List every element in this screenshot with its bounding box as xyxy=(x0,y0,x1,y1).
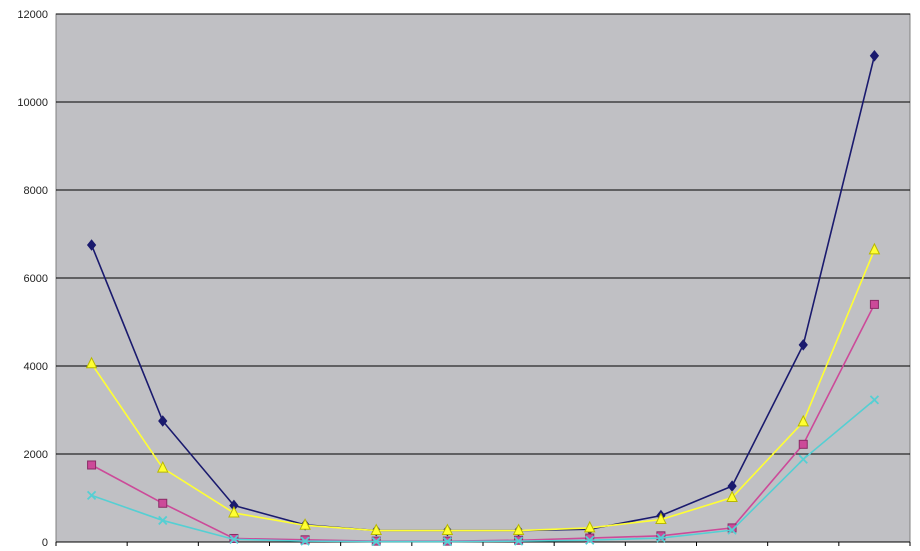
series-2-point xyxy=(300,535,310,545)
series-line-3 xyxy=(90,249,876,532)
series-3-point xyxy=(655,512,667,525)
series-2-point xyxy=(656,531,666,541)
series-4-point xyxy=(513,536,524,546)
series-1-point xyxy=(798,339,808,351)
series-3-point xyxy=(797,414,810,427)
y-tick-label: 8000 xyxy=(24,185,48,197)
series-1-point xyxy=(869,49,880,62)
series-2-point xyxy=(87,460,97,470)
series-4-point xyxy=(727,525,737,535)
series-3-point xyxy=(583,520,596,533)
series-3-point xyxy=(512,523,525,536)
series-2-point xyxy=(158,498,168,508)
series-4-point xyxy=(158,515,168,526)
series-1-point xyxy=(158,415,168,427)
series-4-point xyxy=(656,533,666,543)
y-tick-label: 2000 xyxy=(24,449,48,461)
series-3-point xyxy=(299,518,311,530)
series-3-point xyxy=(726,490,738,503)
y-tick-label: 12000 xyxy=(17,9,48,21)
series-3-point xyxy=(868,242,881,255)
series-4-point xyxy=(585,535,595,545)
y-tick-label: 6000 xyxy=(24,273,48,285)
series-3-point xyxy=(156,460,169,473)
series-4-point xyxy=(300,536,310,546)
series-4-point xyxy=(86,490,97,500)
series-2-point xyxy=(798,439,808,449)
series-3-point xyxy=(441,523,454,536)
series-2-point xyxy=(585,533,595,543)
series-4-point xyxy=(371,536,381,547)
y-tick-label: 10000 xyxy=(17,97,48,109)
series-4-point xyxy=(869,395,880,405)
series-4-point xyxy=(442,536,453,547)
series-3-point xyxy=(85,356,98,369)
series-3-point xyxy=(370,523,383,536)
series-4-point xyxy=(798,454,808,464)
y-tick-label: 4000 xyxy=(24,361,48,373)
series-line-4 xyxy=(91,399,875,543)
series-4-point xyxy=(229,534,239,544)
series-1-point xyxy=(86,239,97,251)
series-2-point xyxy=(869,299,879,309)
series-2-point xyxy=(727,523,737,533)
series-3-point xyxy=(228,505,240,518)
y-tick-label: 0 xyxy=(42,537,48,546)
